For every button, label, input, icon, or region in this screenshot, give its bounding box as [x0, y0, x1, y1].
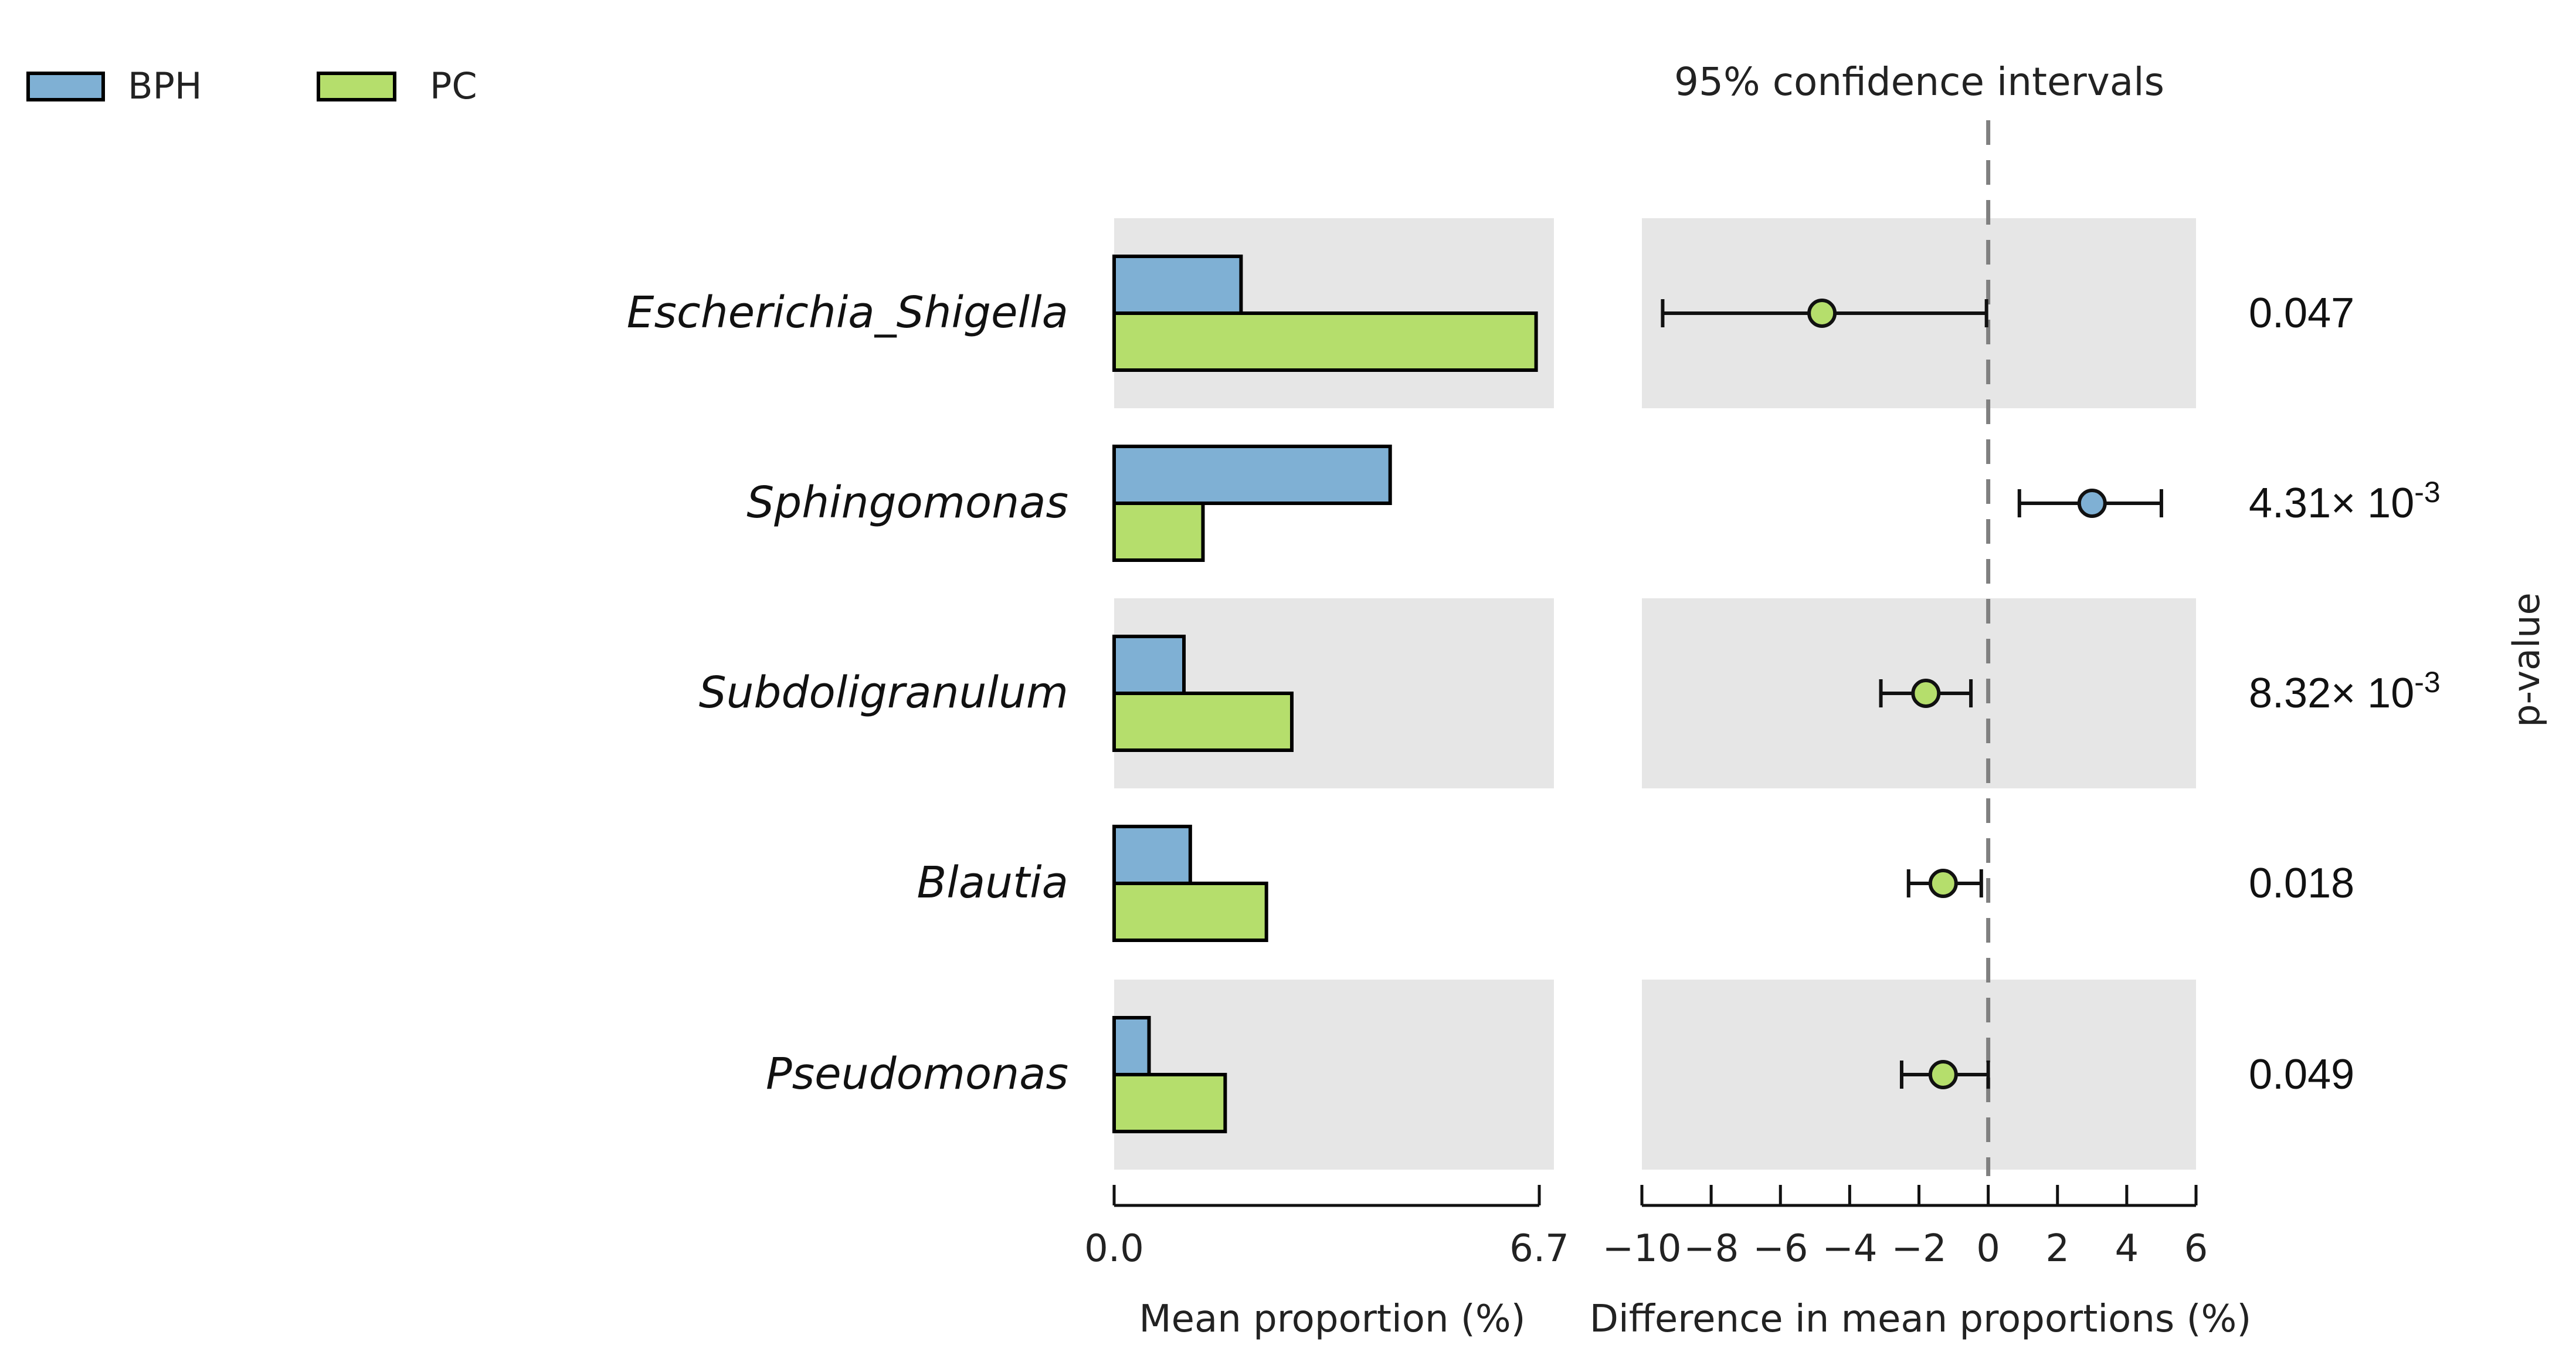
bar-pc-blautia — [1112, 882, 1268, 942]
legend-label-pc: PC — [430, 65, 477, 107]
ci-title: 95% confidence intervals — [1674, 59, 2164, 104]
ci-point-blautia — [1928, 869, 1958, 898]
legend-label-bph: BPH — [128, 65, 202, 107]
ci-x-tick-label: −8 — [1684, 1227, 1739, 1271]
bar-pc-pseudomonas — [1112, 1073, 1227, 1133]
bar-bph-pseudomonas — [1112, 1016, 1151, 1076]
legend-swatch-bph — [26, 72, 105, 101]
axes: 0.0 6.7 −10 −8 −6 −4 −2 0 2 4 6 — [1084, 1185, 2208, 1271]
ci-point-sphingomonas — [2077, 489, 2107, 518]
bar-pc-subdoligranulum — [1112, 692, 1294, 752]
ci-x-tick-label: −2 — [1891, 1227, 1946, 1271]
confidence-intervals — [1661, 299, 2163, 1089]
pvalue-escherichia-shigella: 0.047 — [2249, 290, 2354, 337]
ci-x-tick-label: −10 — [1602, 1227, 1681, 1271]
bar-bph-escherichia-shigella — [1112, 255, 1243, 315]
bar-pc-escherichia-shigella — [1112, 311, 1538, 372]
pvalue-sphingomonas: 4.31× 10-3 — [2249, 476, 2441, 527]
bar-pc-sphingomonas — [1112, 502, 1205, 562]
ci-axis-label: Difference in mean proportions (%) — [1590, 1298, 2252, 1341]
taxon-labels: Escherichia_Shigella Sphingomonas Subdolig… — [627, 287, 1068, 1099]
ci-x-tick-label: 0 — [1976, 1227, 2000, 1271]
taxon-label-pseudomonas: Pseudomonas — [766, 1049, 1068, 1099]
p-values: 0.047 4.31× 10-3 8.32× 10-3 0.018 0.049 — [2249, 290, 2441, 1098]
ci-x-tick-label: 2 — [2045, 1227, 2069, 1271]
bar-bph-sphingomonas — [1112, 445, 1392, 505]
pvalue-axis-label: p-value — [2505, 592, 2548, 727]
taxon-label-subdoligranulum: Subdoligranulum — [699, 668, 1068, 718]
bar-axis-label: Mean proportion (%) — [1139, 1298, 1525, 1341]
taxon-label-escherichia-shigella: Escherichia_Shigella — [627, 287, 1068, 338]
ci-point-escherichia-shigella — [1807, 299, 1837, 328]
ci-point-subdoligranulum — [1911, 679, 1941, 708]
ci-x-tick-label: 6 — [2184, 1227, 2208, 1271]
bar-bph-blautia — [1112, 825, 1192, 885]
bar-x-tick-label: 0.0 — [1084, 1227, 1144, 1271]
taxon-label-blautia: Blautia — [917, 858, 1069, 908]
ci-point-pseudomonas — [1928, 1060, 1958, 1089]
pvalue-pseudomonas: 0.049 — [2249, 1051, 2354, 1098]
legend: BPH PC — [26, 65, 477, 107]
legend-swatch-pc — [317, 72, 396, 101]
ci-x-tick-label: 4 — [2115, 1227, 2139, 1271]
bar-bph-subdoligranulum — [1112, 635, 1186, 695]
ci-x-tick-label: −4 — [1822, 1227, 1877, 1271]
pvalue-subdoligranulum: 8.32× 10-3 — [2249, 666, 2441, 717]
taxon-label-sphingomonas: Sphingomonas — [746, 477, 1068, 528]
ci-x-tick-label: −6 — [1753, 1227, 1808, 1271]
pvalue-blautia: 0.018 — [2249, 860, 2354, 907]
bar-x-tick-label: 6.7 — [1509, 1227, 1569, 1271]
mean-proportion-bars — [1112, 255, 1538, 1133]
pvalue-exponent-subdoligranulum: -3 — [2414, 666, 2440, 699]
pvalue-exponent-sphingomonas: -3 — [2414, 476, 2440, 509]
